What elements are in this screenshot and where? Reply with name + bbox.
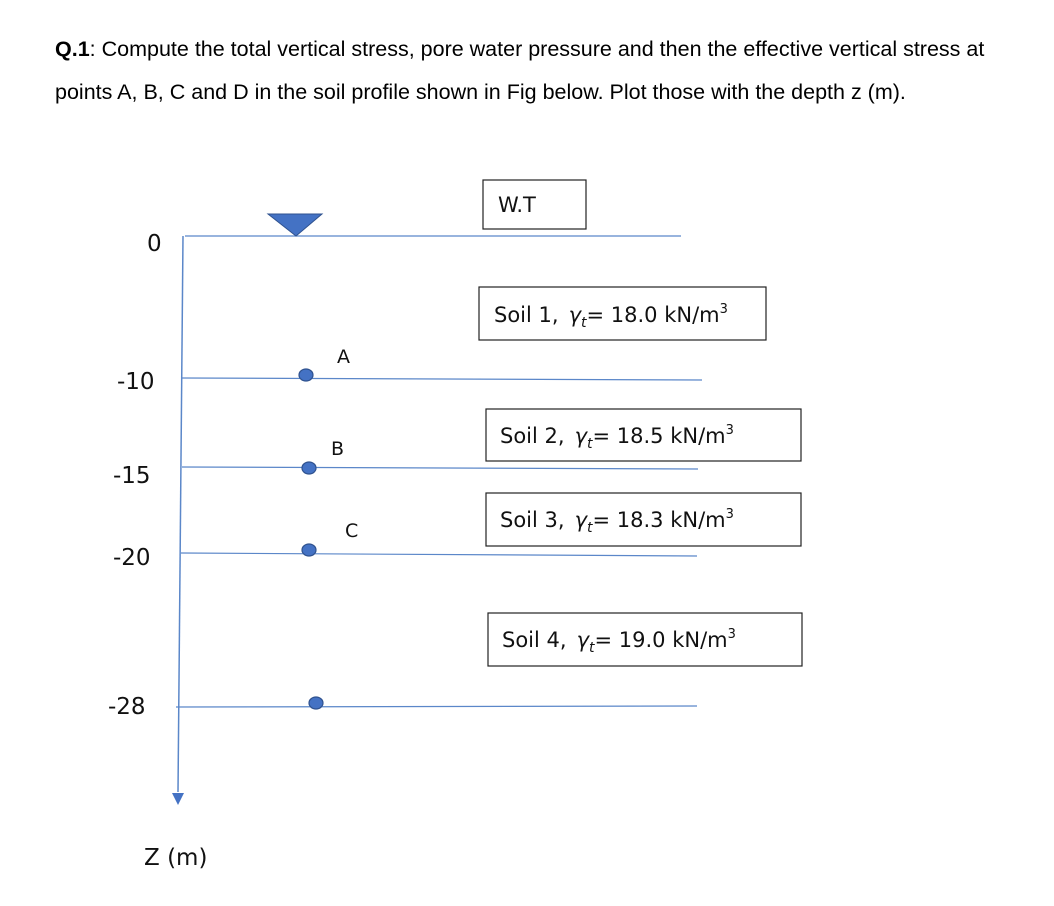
boundary-line-28	[175, 705, 698, 708]
boundary-line-20	[180, 552, 698, 557]
boundary-line-15	[181, 466, 699, 470]
soil-1-value: = 18.0 kN/m	[587, 303, 720, 327]
water-table-icon	[266, 213, 324, 237]
depth-tick-15: -15	[113, 463, 151, 489]
soil-2-name: Soil 2,	[500, 424, 565, 448]
point-a-marker	[298, 368, 314, 382]
depth-axis	[177, 235, 184, 793]
soil-3-exponent: 3	[726, 507, 734, 522]
point-c-label: C	[345, 520, 358, 542]
water-table-box	[482, 179, 587, 230]
gamma-subscript: t	[587, 436, 593, 452]
soil-1-exponent: 3	[720, 302, 728, 317]
soil-3-label: Soil 3, γt= 18.3 kN/m3	[500, 507, 734, 536]
depth-tick-28: -28	[108, 694, 146, 720]
soil-1-box	[478, 286, 767, 341]
soil-2-exponent: 3	[726, 423, 734, 438]
gamma-subscript: t	[587, 520, 593, 536]
question-number: Q.1	[55, 37, 90, 61]
depth-axis-arrowhead	[172, 793, 184, 805]
soil-4-value: = 19.0 kN/m	[595, 628, 728, 652]
question-body: Compute the total vertical stress, pore …	[55, 37, 985, 104]
soil-3-name: Soil 3,	[500, 508, 565, 532]
gamma-symbol: γ	[575, 508, 589, 532]
gamma-subscript: t	[589, 640, 595, 656]
soil-3-value: = 18.3 kN/m	[593, 508, 726, 532]
axis-label: Z (m)	[144, 845, 207, 871]
boundary-line-10	[181, 377, 703, 381]
depth-tick-10: -10	[117, 369, 155, 395]
point-b-label: B	[331, 438, 344, 460]
point-b-marker	[301, 461, 317, 475]
gamma-symbol: γ	[577, 628, 591, 652]
gamma-symbol: γ	[569, 303, 583, 327]
question-separator: :	[89, 37, 102, 61]
point-a-label: A	[337, 346, 350, 368]
soil-4-name: Soil 4,	[502, 628, 567, 652]
soil-4-label: Soil 4, γt= 19.0 kN/m3	[502, 627, 736, 656]
point-d-marker	[308, 696, 324, 710]
soil-2-label: Soil 2, γt= 18.5 kN/m3	[500, 423, 734, 452]
soil-1-label: Soil 1, γt= 18.0 kN/m3	[494, 302, 728, 331]
question-text: Q.1: Compute the total vertical stress, …	[55, 28, 1015, 114]
gamma-subscript: t	[581, 315, 587, 331]
soil-2-box	[485, 408, 802, 462]
depth-tick-0: 0	[147, 231, 162, 257]
soil-4-box	[487, 612, 803, 667]
gamma-symbol: γ	[575, 424, 589, 448]
soil-2-value: = 18.5 kN/m	[593, 424, 726, 448]
depth-tick-20: -20	[113, 545, 151, 571]
water-table-label: W.T	[498, 193, 536, 217]
soil-3-box	[485, 492, 802, 547]
soil-4-exponent: 3	[728, 627, 736, 642]
soil-1-name: Soil 1,	[494, 303, 559, 327]
point-c-marker	[301, 543, 317, 557]
